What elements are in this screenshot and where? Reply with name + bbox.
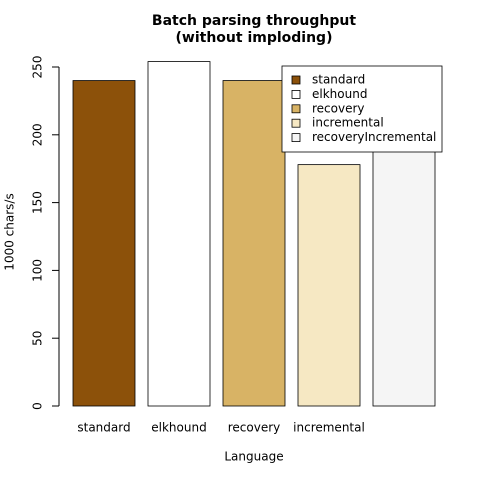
legend-label: incremental bbox=[312, 116, 384, 130]
bar bbox=[297, 164, 361, 407]
x-axis-label: Language bbox=[224, 450, 283, 464]
legend-swatch bbox=[291, 118, 301, 128]
legend-swatch bbox=[291, 75, 301, 85]
legend-label: standard bbox=[312, 73, 365, 87]
chart-title: Batch parsing throughput bbox=[152, 13, 356, 29]
bar bbox=[147, 61, 211, 407]
y-tick-label: 150 bbox=[31, 191, 45, 214]
y-axis-label: 1000 chars/s bbox=[3, 193, 17, 270]
bar bbox=[222, 80, 286, 407]
y-tick-label: 200 bbox=[31, 123, 45, 146]
x-tick-label: standard bbox=[77, 421, 130, 435]
legend-swatch bbox=[291, 90, 301, 99]
bar bbox=[72, 80, 136, 407]
legend-label: recovery bbox=[312, 101, 365, 115]
legend-swatch bbox=[291, 133, 301, 143]
y-tick-label: 50 bbox=[31, 331, 45, 346]
legend-box bbox=[281, 65, 443, 153]
y-tick-label: 0 bbox=[31, 402, 45, 410]
x-tick-label: incremental bbox=[293, 421, 365, 435]
legend-swatch bbox=[291, 104, 301, 114]
x-tick-label: recovery bbox=[228, 421, 281, 435]
y-tick-label: 250 bbox=[31, 56, 45, 79]
chart-subtitle: (without imploding) bbox=[176, 30, 333, 46]
x-tick-label: elkhound bbox=[151, 421, 206, 435]
y-tick-label: 100 bbox=[31, 259, 45, 282]
legend-label: elkhound bbox=[312, 87, 367, 101]
legend-label: recoveryIncremental bbox=[312, 130, 436, 144]
